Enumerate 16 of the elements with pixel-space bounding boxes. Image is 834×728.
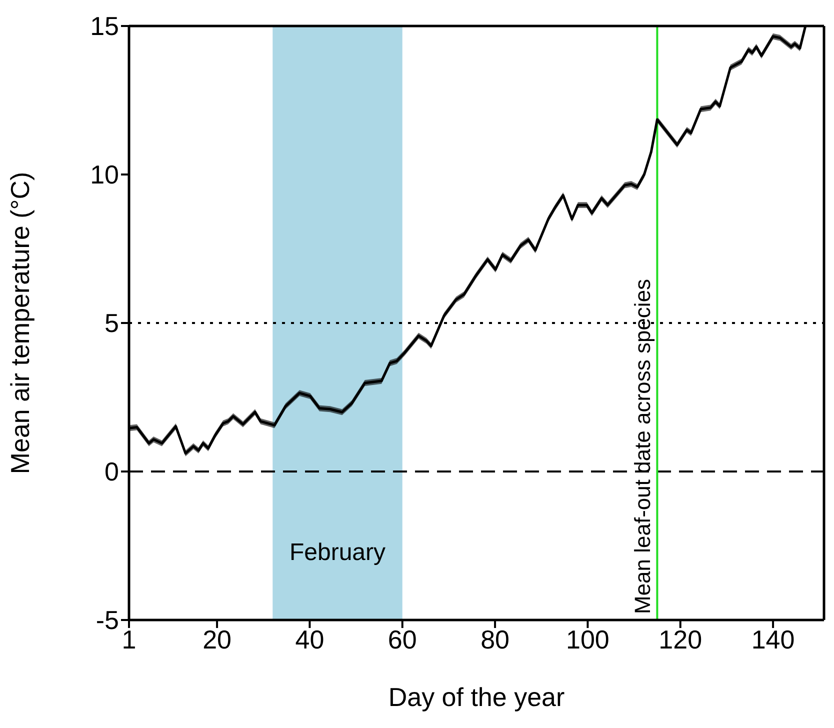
- band-label: February: [289, 539, 386, 566]
- x-tick-label: 100: [566, 624, 610, 654]
- y-tick-label: -5: [96, 605, 119, 636]
- y-tick-label: 15: [90, 11, 119, 42]
- x-tick-label: 60: [388, 624, 417, 654]
- x-tick-label: 1: [122, 624, 136, 654]
- x-tick-label: 80: [480, 624, 510, 654]
- x-tick-label: 140: [751, 624, 795, 654]
- x-tick-label: 20: [202, 624, 232, 654]
- y-tick-label: 5: [104, 308, 119, 338]
- y-tick-label: 10: [90, 160, 119, 190]
- x-tick-label: 120: [658, 624, 702, 654]
- y-axis-title: Mean air temperature (°C): [5, 172, 36, 474]
- y-tick-label: 0: [104, 456, 119, 487]
- x-axis-title: Day of the year: [388, 682, 565, 712]
- x-tick-label: 40: [295, 624, 324, 654]
